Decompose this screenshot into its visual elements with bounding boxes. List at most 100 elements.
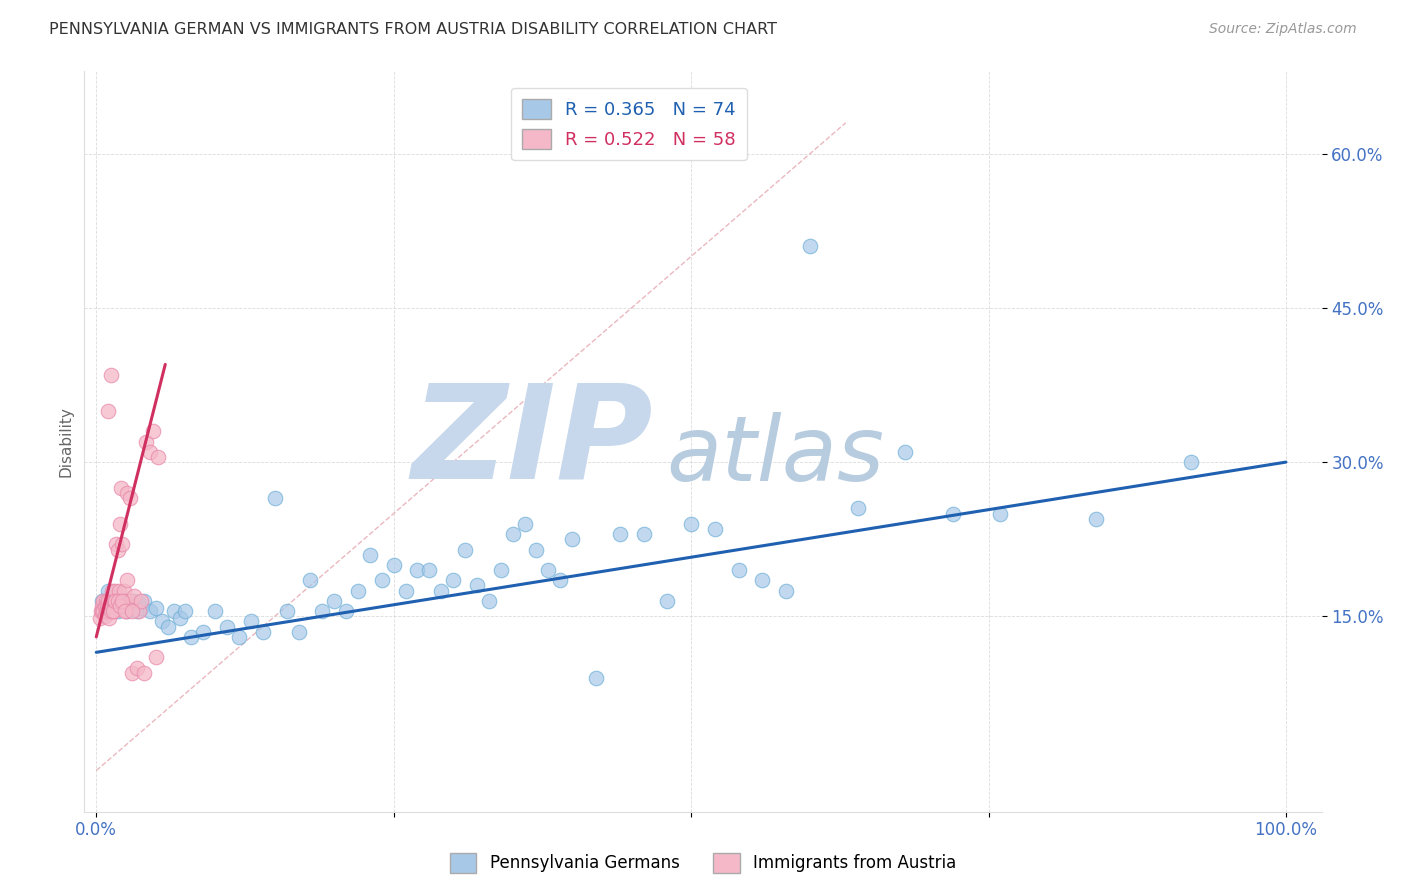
Point — [111, 594, 134, 608]
Legend: Pennsylvania Germans, Immigrants from Austria: Pennsylvania Germans, Immigrants from Au… — [443, 847, 963, 880]
Point — [454, 542, 477, 557]
Point — [108, 516, 131, 531]
Point — [406, 563, 429, 577]
Point — [100, 594, 122, 608]
Text: PENNSYLVANIA GERMAN VS IMMIGRANTS FROM AUSTRIA DISABILITY CORRELATION CHART: PENNSYLVANIA GERMAN VS IMMIGRANTS FROM A… — [49, 22, 778, 37]
Point — [114, 594, 136, 608]
Point — [132, 665, 155, 680]
Point — [311, 604, 333, 618]
Point — [132, 594, 155, 608]
Point — [97, 403, 120, 417]
Point — [97, 604, 120, 618]
Point — [145, 650, 167, 665]
Point — [108, 599, 131, 613]
Point — [114, 597, 136, 611]
Point — [217, 620, 239, 634]
Point — [1180, 455, 1202, 469]
Y-axis label: Disability: Disability — [58, 406, 73, 477]
Point — [121, 665, 143, 680]
Point — [107, 604, 129, 618]
Point — [115, 486, 138, 500]
Point — [633, 527, 655, 541]
Point — [103, 594, 125, 608]
Point — [104, 594, 127, 608]
Legend: R = 0.365   N = 74, R = 0.522   N = 58: R = 0.365 N = 74, R = 0.522 N = 58 — [510, 87, 747, 161]
Point — [323, 594, 346, 608]
Point — [156, 620, 179, 634]
Point — [104, 583, 127, 598]
Point — [228, 630, 250, 644]
Point — [657, 594, 679, 608]
Point — [703, 522, 725, 536]
Point — [118, 601, 141, 615]
Point — [585, 671, 607, 685]
Point — [145, 601, 167, 615]
Point — [118, 491, 141, 505]
Point — [96, 604, 118, 618]
Point — [1084, 511, 1107, 525]
Point — [104, 594, 127, 608]
Point — [104, 591, 127, 605]
Point — [124, 589, 146, 603]
Point — [115, 574, 138, 588]
Point — [180, 630, 202, 644]
Point — [97, 594, 120, 608]
Point — [108, 583, 131, 598]
Point — [359, 548, 381, 562]
Point — [107, 594, 129, 608]
Point — [94, 604, 117, 618]
Text: Source: ZipAtlas.com: Source: ZipAtlas.com — [1209, 22, 1357, 37]
Point — [139, 604, 162, 618]
Point — [89, 611, 111, 625]
Point — [681, 516, 703, 531]
Point — [121, 604, 143, 618]
Point — [100, 583, 122, 598]
Point — [239, 615, 262, 629]
Point — [942, 507, 965, 521]
Text: ZIP: ZIP — [412, 378, 654, 505]
Point — [526, 542, 548, 557]
Point — [94, 594, 117, 608]
Point — [394, 583, 416, 598]
Point — [131, 601, 153, 615]
Point — [97, 583, 120, 598]
Point — [101, 594, 124, 608]
Point — [100, 604, 122, 618]
Point — [105, 537, 128, 551]
Point — [118, 594, 141, 608]
Point — [335, 604, 357, 618]
Point — [799, 239, 821, 253]
Point — [100, 604, 122, 618]
Point — [561, 533, 583, 547]
Point — [430, 583, 453, 598]
Point — [101, 604, 124, 618]
Point — [131, 594, 153, 608]
Point — [727, 563, 749, 577]
Point — [142, 424, 165, 438]
Point — [100, 599, 122, 613]
Point — [107, 542, 129, 557]
Point — [110, 481, 132, 495]
Point — [371, 574, 394, 588]
Point — [108, 594, 131, 608]
Point — [111, 537, 134, 551]
Point — [101, 599, 124, 613]
Point — [609, 527, 631, 541]
Point — [112, 583, 135, 598]
Point — [846, 501, 869, 516]
Point — [135, 434, 157, 449]
Point — [111, 599, 134, 613]
Point — [93, 604, 115, 618]
Point — [125, 661, 148, 675]
Point — [93, 609, 115, 624]
Point — [894, 445, 917, 459]
Point — [98, 611, 121, 625]
Point — [91, 594, 114, 608]
Point — [139, 445, 162, 459]
Point — [465, 578, 488, 592]
Point — [98, 599, 121, 613]
Point — [478, 594, 501, 608]
Point — [441, 574, 464, 588]
Point — [121, 599, 143, 613]
Point — [489, 563, 512, 577]
